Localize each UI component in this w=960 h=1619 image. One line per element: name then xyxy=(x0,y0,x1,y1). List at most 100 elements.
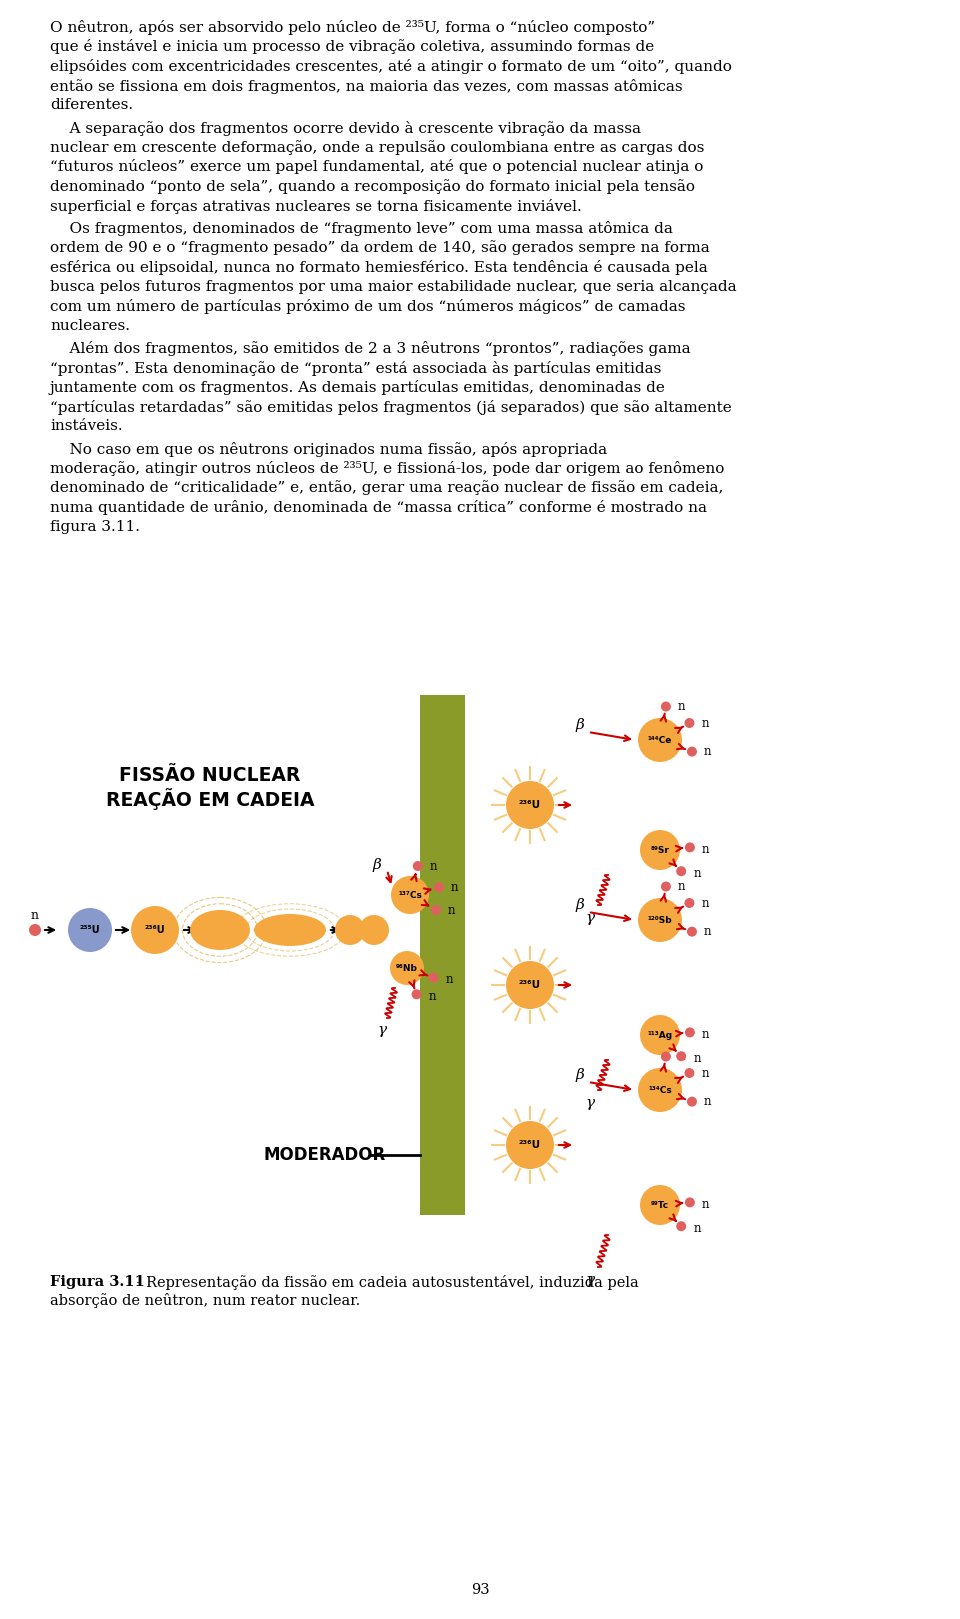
Text: ¹⁴⁴Ce: ¹⁴⁴Ce xyxy=(648,735,672,745)
Text: ⁹⁹Tc: ⁹⁹Tc xyxy=(651,1201,669,1209)
Text: n: n xyxy=(702,717,708,730)
Circle shape xyxy=(335,915,365,945)
Text: FISSÃO NUCLEAR: FISSÃO NUCLEAR xyxy=(119,766,300,785)
Text: nuclear em crescente deformação, onde a repulsão coulombiana entre as cargas dos: nuclear em crescente deformação, onde a … xyxy=(50,139,705,155)
Text: Figura 3.11: Figura 3.11 xyxy=(50,1276,145,1289)
Circle shape xyxy=(684,842,695,852)
Circle shape xyxy=(676,1051,686,1060)
Bar xyxy=(420,695,465,1214)
Text: absorção de neûtron, num reator nuclear.: absorção de neûtron, num reator nuclear. xyxy=(50,1294,360,1308)
Text: figura 3.11.: figura 3.11. xyxy=(50,520,140,534)
Circle shape xyxy=(687,926,697,937)
Text: “prontas”. Esta denominação de “pronta” está associada às partículas emitidas: “prontas”. Esta denominação de “pronta” … xyxy=(50,361,661,376)
Circle shape xyxy=(390,950,424,984)
Circle shape xyxy=(412,989,421,999)
Circle shape xyxy=(431,905,441,915)
Circle shape xyxy=(359,915,389,945)
Text: 93: 93 xyxy=(470,1583,490,1596)
Text: busca pelos futuros fragmentos por uma maior estabilidade nuclear, que seria alc: busca pelos futuros fragmentos por uma m… xyxy=(50,280,736,293)
Text: n: n xyxy=(693,1222,701,1235)
Text: ²³⁶U: ²³⁶U xyxy=(519,979,541,989)
Text: γ: γ xyxy=(586,1273,594,1287)
Circle shape xyxy=(638,899,682,942)
Text: Os fragmentos, denominados de “fragmento leve” com uma massa atômica da: Os fragmentos, denominados de “fragmento… xyxy=(50,222,673,236)
Circle shape xyxy=(391,876,429,915)
Circle shape xyxy=(676,1221,686,1230)
Text: γ: γ xyxy=(377,1023,387,1038)
Circle shape xyxy=(506,1120,554,1169)
Circle shape xyxy=(640,1015,680,1056)
Text: “futuros núcleos” exerce um papel fundamental, até que o potencial nuclear atinj: “futuros núcleos” exerce um papel fundam… xyxy=(50,160,704,175)
Text: instáveis.: instáveis. xyxy=(50,419,123,432)
Text: ¹²⁰Sb: ¹²⁰Sb xyxy=(648,915,672,924)
Circle shape xyxy=(684,1198,695,1208)
Circle shape xyxy=(687,746,697,756)
Text: β: β xyxy=(372,858,381,873)
Text: que é instável e inicia um processo de vibração coletiva, assumindo formas de: que é instável e inicia um processo de v… xyxy=(50,39,655,55)
Text: ²³⁶U: ²³⁶U xyxy=(145,924,165,936)
Circle shape xyxy=(660,1051,671,1062)
Text: β: β xyxy=(576,899,585,911)
Text: n: n xyxy=(704,924,711,937)
Text: γ: γ xyxy=(586,1096,594,1111)
Text: ¹¹³Ag: ¹¹³Ag xyxy=(647,1031,673,1039)
Text: ordem de 90 e o “fragmento pesado” da ordem de 140, são gerados sempre na forma: ordem de 90 e o “fragmento pesado” da or… xyxy=(50,241,709,256)
Text: n: n xyxy=(448,903,455,916)
Text: n: n xyxy=(678,1051,685,1064)
Text: Além dos fragmentos, são emitidos de 2 a 3 nêutrons “prontos”, radiações gama: Além dos fragmentos, são emitidos de 2 a… xyxy=(50,342,690,356)
Text: n: n xyxy=(704,745,711,758)
Circle shape xyxy=(428,973,439,983)
Text: ²³⁶U: ²³⁶U xyxy=(519,800,541,810)
Circle shape xyxy=(684,717,694,729)
Circle shape xyxy=(29,924,41,936)
Text: - Representação da fissão em cadeia autosustentável, induzida pela: - Representação da fissão em cadeia auto… xyxy=(132,1276,638,1290)
Text: ¹³⁷Cs: ¹³⁷Cs xyxy=(398,890,422,900)
Circle shape xyxy=(660,701,671,711)
Text: β: β xyxy=(576,1069,585,1081)
Circle shape xyxy=(684,1028,695,1038)
Text: ²³⁶U: ²³⁶U xyxy=(519,1140,541,1149)
Text: então se fissiona em dois fragmentos, na maioria das vezes, com massas atômicas: então se fissiona em dois fragmentos, na… xyxy=(50,78,683,94)
Ellipse shape xyxy=(190,910,250,950)
Text: n: n xyxy=(702,897,708,910)
Circle shape xyxy=(638,717,682,763)
Text: diferentes.: diferentes. xyxy=(50,99,133,112)
Circle shape xyxy=(676,866,686,876)
Text: MODERADOR: MODERADOR xyxy=(264,1146,386,1164)
Circle shape xyxy=(434,882,444,892)
Text: juntamente com os fragmentos. As demais partículas emitidas, denominadas de: juntamente com os fragmentos. As demais … xyxy=(50,380,666,395)
Text: n: n xyxy=(693,1052,701,1065)
Text: ¹³⁴Cs: ¹³⁴Cs xyxy=(648,1085,672,1094)
Text: “partículas retardadas” são emitidas pelos fragmentos (já separados) que são alt: “partículas retardadas” são emitidas pel… xyxy=(50,400,732,414)
Text: n: n xyxy=(678,699,685,712)
Text: n: n xyxy=(678,881,685,894)
Text: elipsóides com excentricidades crescentes, até a atingir o formato de um “oito”,: elipsóides com excentricidades crescente… xyxy=(50,58,732,74)
Circle shape xyxy=(684,899,694,908)
Text: ⁹⁶Nb: ⁹⁶Nb xyxy=(396,963,418,973)
Text: REAÇÃO EM CADEIA: REAÇÃO EM CADEIA xyxy=(106,788,314,810)
Text: n: n xyxy=(31,908,39,921)
Text: com um número de partículas próximo de um dos “números mágicos” de camadas: com um número de partículas próximo de u… xyxy=(50,300,685,314)
Text: n: n xyxy=(702,843,709,856)
Circle shape xyxy=(413,861,422,871)
Circle shape xyxy=(640,1185,680,1226)
Text: n: n xyxy=(451,881,459,894)
Text: β: β xyxy=(576,717,585,732)
Text: n: n xyxy=(702,1198,709,1211)
Circle shape xyxy=(506,780,554,829)
Circle shape xyxy=(684,1069,694,1078)
Circle shape xyxy=(640,831,680,869)
Circle shape xyxy=(687,1096,697,1107)
Text: ²³⁵U: ²³⁵U xyxy=(80,924,100,936)
Circle shape xyxy=(506,962,554,1009)
Text: n: n xyxy=(430,860,437,873)
Text: n: n xyxy=(693,866,701,879)
Text: n: n xyxy=(702,1067,708,1080)
Text: n: n xyxy=(704,1094,711,1107)
Circle shape xyxy=(68,908,112,952)
Circle shape xyxy=(660,881,671,892)
Text: denominado “ponto de sela”, quando a recomposição do formato inicial pela tensão: denominado “ponto de sela”, quando a rec… xyxy=(50,180,695,194)
Text: n: n xyxy=(428,989,436,1002)
Text: nucleares.: nucleares. xyxy=(50,319,130,332)
Text: γ: γ xyxy=(586,911,594,924)
